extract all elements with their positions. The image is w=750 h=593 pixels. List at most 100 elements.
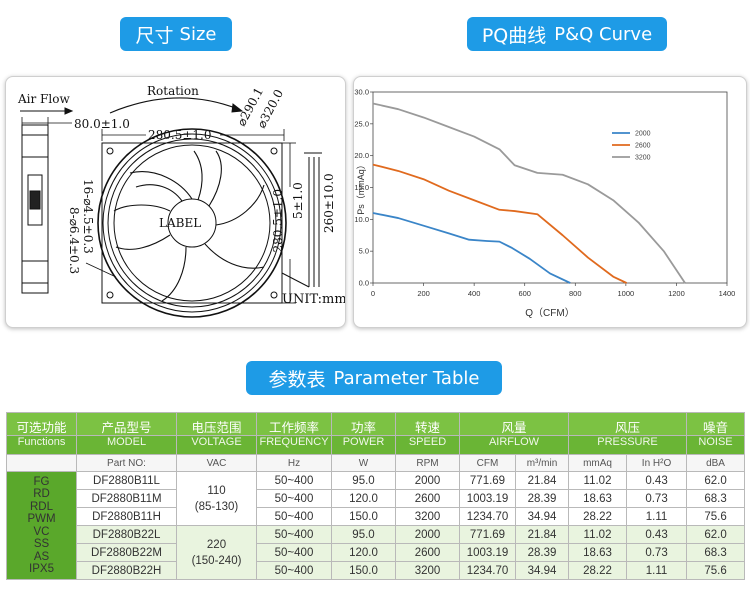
cell-voltage: 110 (85-130) [176,471,257,526]
fan-label-text: LABEL [159,216,201,230]
series-line-2000 [372,212,571,284]
x-tick-label: 1200 [668,289,685,298]
cell-power: 95.0 [331,471,396,490]
cell-frequency: 50~400 [256,525,332,544]
dim-hole2-label: 8-⌀6.4±0.3 [67,207,81,274]
cell-speed: 2000 [395,525,460,544]
header-row-cn: 可选功能 产品型号 电压范围 工作频率 功率 转速 风量 风压 噪音 [6,412,746,436]
th-pressure-zh: 风压 [568,412,688,436]
cell-power: 120.0 [331,543,396,562]
cell-m3min: 28.39 [514,543,570,562]
table-header-zh: 参数表 [268,368,326,391]
cell-cfm: 1234.70 [459,507,516,526]
y-tick-label: 0.0 [359,279,369,288]
hole-leader-line [85,262,117,278]
vertical-dimension [282,142,296,304]
th-functions-zh: 可选功能 [6,412,77,436]
cell-frequency: 50~400 [256,561,332,580]
dim-width-label: 80.0±1.0 [74,117,130,131]
fan-drawing: Air Flow 80.0±1.0 Rotation [17,84,345,318]
cell-cfm: 771.69 [459,471,516,490]
air-flow-label: Air Flow [17,92,70,106]
width-dimension [21,117,72,129]
x-tick-label: 1000 [618,289,635,298]
cell-inh2o: 1.11 [626,507,688,526]
cell-mmaq: 28.22 [568,507,628,526]
th-voltage-en: VOLTAGE [176,435,257,455]
table-row: DF2880B11M 50~400 120.0 2600 1003.19 28.… [7,489,746,508]
function-item: PWM [27,513,56,525]
cell-mmaq: 28.22 [568,561,628,580]
rotation-label: Rotation [147,84,199,98]
cell-m3min: 34.94 [514,561,570,580]
th-power-zh: 功率 [331,412,396,436]
x-tick-label: 600 [518,289,531,298]
cell-speed: 3200 [395,561,460,580]
y-tick-label: 5.0 [359,247,369,256]
cell-voltage: 220 (150-240) [176,525,257,580]
cell-mmaq: 11.02 [568,525,628,544]
plot-frame [372,91,728,284]
unit-part-no: Part NO: [76,454,177,472]
cell-model: DF2880B11L [76,471,177,490]
th-airflow-zh: 风量 [458,412,570,436]
th-speed-en: SPEED [395,435,460,455]
cell-dba: 75.6 [686,561,746,580]
table-row: DF2880B22L 220 (150-240) 50~400 95.0 200… [7,525,746,580]
cell-dba: 62.0 [686,525,746,544]
cell-speed: 2000 [395,471,460,490]
function-item: VC [33,525,50,538]
cell-model: DF2880B11H [76,507,177,526]
cell-inh2o: 0.43 [626,471,688,490]
curve-header-en: P&Q Curve [554,23,653,45]
y-tick-label: 15.0 [354,183,369,192]
x-tick-label: 0 [371,289,375,298]
cell-dba: 62.0 [686,471,746,490]
th-power-en: POWER [331,435,396,455]
unit-inh2o: In H²O [626,454,688,472]
cell-frequency: 50~400 [256,471,332,490]
legend-label-2600: 2600 [635,143,651,150]
unit-label: UNIT:mm [282,292,345,307]
size-header-en: Size [179,23,217,45]
cell-frequency: 50~400 [256,543,332,562]
units-row: Part NO: VAC Hz W RPM CFM m³/min mmAq In… [6,454,746,472]
x-tick-label: 1400 [719,289,736,298]
cell-cfm: 1003.19 [459,543,516,562]
pq-chart-panel: 0 200 400 600 800 1000 1200 1400 0.0 5.0 10.0 15.0 2… [353,76,747,328]
function-item: AS [33,550,50,563]
th-pressure-en: PRESSURE [568,435,688,455]
y-tick-label: 10.0 [354,215,369,224]
cell-inh2o: 0.73 [626,543,688,562]
length-dimension [101,129,285,141]
cell-mmaq: 11.02 [568,471,628,490]
dim-wire1-label: 5±1.0 [291,182,305,219]
cell-cfm: 1003.19 [459,489,516,508]
cell-mmaq: 18.63 [568,543,628,562]
functions-cell: FG RD RDL PWM VC SS AS IPX5 [6,471,77,580]
x-tick-label: 200 [417,289,430,298]
table-row: DF2880B11H 50~400 150.0 3200 1234.70 34.… [7,507,746,526]
table-row: DF2880B22H 50~400 150.0 3200 1234.70 34.… [7,561,746,580]
th-noise-zh: 噪音 [686,412,746,436]
cell-inh2o: 1.11 [626,561,688,580]
cell-speed: 2600 [395,543,460,562]
y-tick-label: 30.0 [354,88,369,97]
cell-model: DF2880B22H [76,561,177,580]
unit-w: W [331,454,396,472]
series-line-2600 [372,163,628,284]
cell-cfm: 771.69 [459,525,516,544]
cell-speed: 2600 [395,489,460,508]
legend-label-3200: 3200 [635,155,651,162]
parameter-table: 可选功能 产品型号 电压范围 工作频率 功率 转速 风量 风压 噪音 Funct… [6,412,746,580]
cell-m3min: 28.39 [514,489,570,508]
unit-hz: Hz [256,454,332,472]
cell-m3min: 21.84 [514,471,570,490]
th-frequency-zh: 工作频率 [256,412,332,436]
th-airflow-en: AIRFLOW [458,435,570,455]
voltage-value: 220 [206,538,227,551]
th-functions-en: Functions [6,435,77,455]
th-frequency-en: FREQUENCY [256,435,332,455]
function-item: RD [33,488,50,500]
dimension-drawing-panel: Air Flow 80.0±1.0 Rotation [5,76,346,328]
